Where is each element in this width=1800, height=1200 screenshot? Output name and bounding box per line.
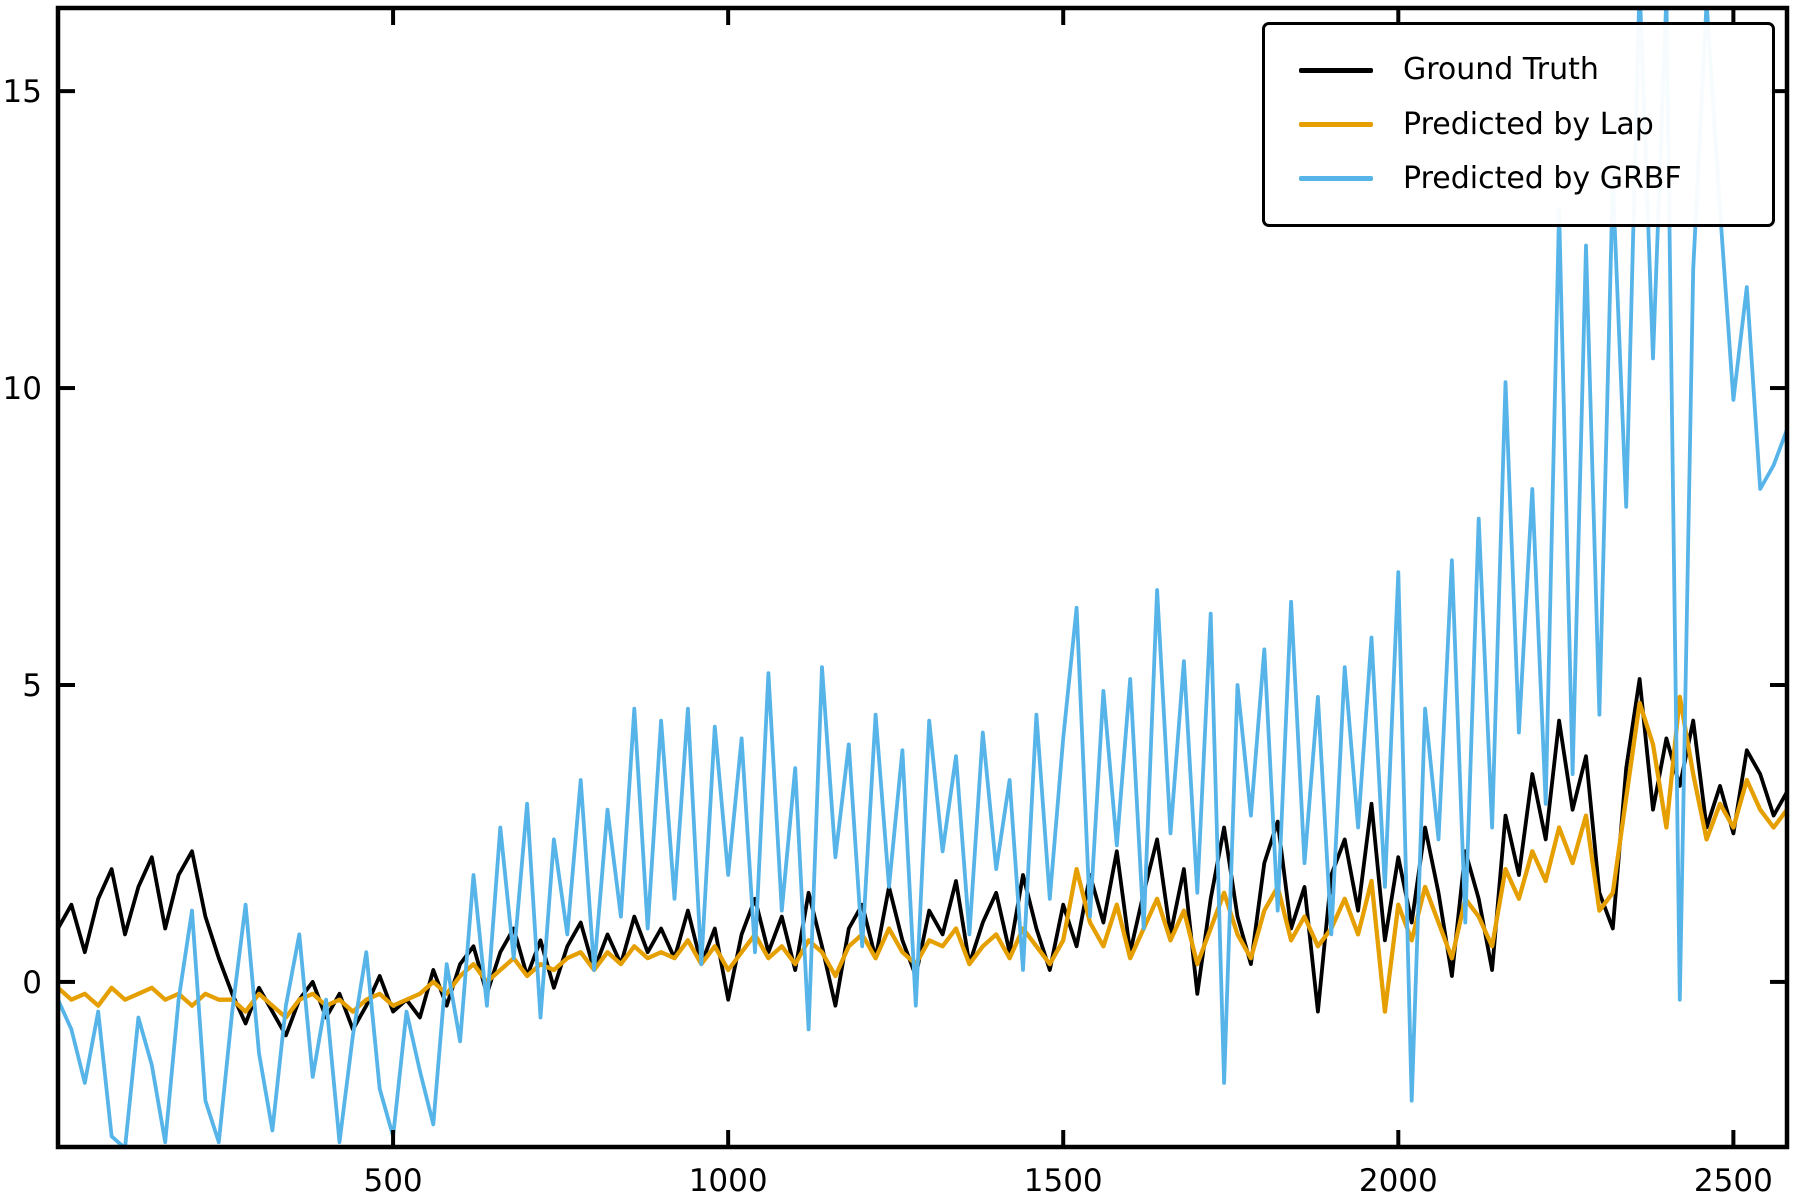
y-axis-tick-label: 0 (22, 965, 42, 1001)
x-axis-tick-label: 2500 (1694, 1163, 1773, 1199)
series-line-predicted-by-grbf (58, 8, 1787, 1147)
y-axis-tick-label: 15 (3, 74, 42, 110)
legend-item-ground-truth: Ground Truth (1299, 55, 1762, 85)
y-axis-tick-label: 10 (3, 371, 42, 407)
legend-swatch-predicted-by-lap (1299, 122, 1373, 127)
axes-spines (55, 5, 1790, 1150)
legend-item-predicted-by-lap: Predicted by Lap (1299, 106, 1762, 142)
series-line-ground-truth (58, 677, 1787, 1038)
series-line-predicted-by-lap (58, 694, 1787, 1020)
x-axis-tick-label: 1500 (1024, 1163, 1103, 1199)
legend-label-ground-truth: Ground Truth (1403, 52, 1599, 88)
x-axis-tick-label: 2000 (1359, 1163, 1438, 1199)
legend-item-predicted-by-grbf: Predicted by GRBF (1299, 160, 1762, 196)
legend-label-predicted-by-lap: Predicted by Lap (1403, 106, 1654, 142)
legend: Ground Truth Predicted by Lap Predicted … (1262, 22, 1775, 227)
x-axis-tick-label: 500 (363, 1163, 422, 1199)
legend-label-predicted-by-grbf: Predicted by GRBF (1403, 160, 1682, 196)
x-axis-tick-label: 1000 (689, 1163, 768, 1199)
legend-swatch-predicted-by-grbf (1299, 176, 1373, 182)
y-axis-tick-label: 5 (22, 668, 42, 704)
legend-swatch-ground-truth (1299, 67, 1373, 73)
